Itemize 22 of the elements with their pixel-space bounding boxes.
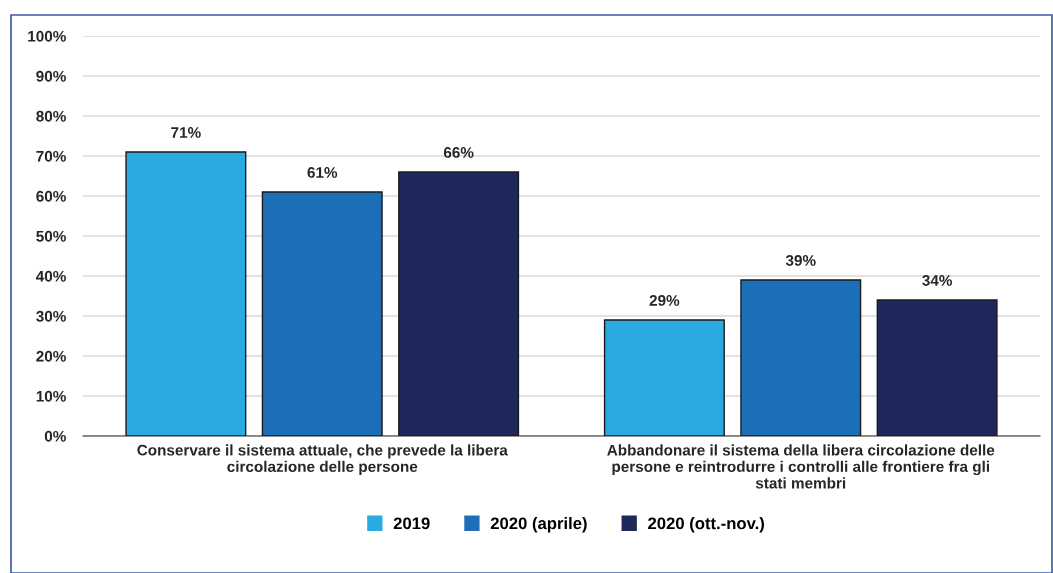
x-tick-label: Abbandonare il sistema della libera circolazione delle persone e reintrodurre i controlli alle frontiere fra gli stati membri [607, 444, 995, 489]
y-tick-label: 50% [36, 230, 66, 242]
y-tick-label: 60% [36, 190, 66, 202]
data-label: 61% [307, 167, 338, 178]
legend-label: 2020 (ott.-nov.) [648, 517, 764, 533]
legend-label: 2019 [393, 517, 430, 530]
y-tick-label: 0% [44, 430, 66, 442]
y-tick-label: 10% [36, 390, 66, 402]
data-label: 29% [649, 295, 680, 306]
legend-label: 2020 (aprile) [490, 517, 587, 533]
y-tick-label: 90% [36, 70, 66, 82]
y-tick-label: 20% [36, 350, 66, 362]
x-tick-label: Conservare il sistema attuale, che prevede la libera circolazione delle persone [137, 444, 508, 476]
y-tick-label: 70% [36, 150, 66, 162]
data-label: 34% [922, 275, 953, 286]
y-tick-label: 100% [28, 30, 66, 42]
y-tick-label: 30% [36, 310, 66, 322]
data-label: 39% [785, 255, 816, 266]
data-label: 66% [443, 147, 474, 158]
data-label: 71% [171, 127, 201, 138]
y-tick-label: 40% [35, 270, 66, 282]
y-tick-label: 80% [36, 110, 66, 122]
